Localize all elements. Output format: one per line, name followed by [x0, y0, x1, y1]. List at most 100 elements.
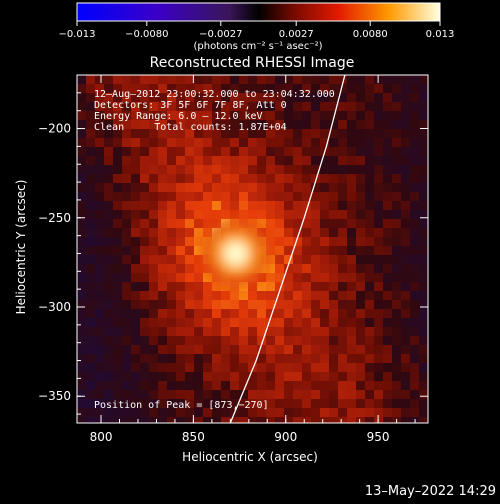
heatmap-cell — [221, 363, 230, 372]
heatmap-cell — [149, 111, 158, 120]
heatmap-cell — [203, 291, 212, 300]
heatmap-cell — [140, 282, 149, 291]
heatmap-cell — [266, 201, 275, 210]
heatmap-cell — [338, 210, 347, 219]
heatmap-cell — [374, 219, 383, 228]
heatmap-cell — [239, 120, 248, 129]
heatmap-cell — [329, 255, 338, 264]
heatmap-cell — [275, 408, 284, 417]
heatmap-cell — [122, 237, 131, 246]
heatmap-cell — [104, 156, 113, 165]
heatmap-cell — [257, 111, 266, 120]
heatmap-cell — [329, 273, 338, 282]
heatmap-cell — [104, 300, 113, 309]
heatmap-cell — [176, 138, 185, 147]
heatmap-cell — [383, 318, 392, 327]
heatmap-cell — [77, 354, 86, 363]
heatmap-cell — [158, 102, 167, 111]
heatmap-cell — [383, 165, 392, 174]
heatmap-cell — [185, 156, 194, 165]
heatmap-cell — [284, 183, 293, 192]
heatmap-cell — [149, 201, 158, 210]
heatmap-cell — [302, 138, 311, 147]
heatmap-cell — [338, 345, 347, 354]
heatmap-cell — [221, 336, 230, 345]
heatmap-cell — [329, 84, 338, 93]
heatmap-cell — [293, 336, 302, 345]
heatmap-cell — [401, 219, 410, 228]
heatmap-cell — [203, 219, 212, 228]
heatmap-cell — [158, 129, 167, 138]
heatmap-cell — [275, 219, 284, 228]
heatmap-cell — [284, 192, 293, 201]
heatmap-cell — [167, 129, 176, 138]
heatmap-cell — [248, 75, 257, 84]
heatmap-cell — [347, 120, 356, 129]
heatmap-cell — [86, 318, 95, 327]
heatmap-cell — [329, 300, 338, 309]
heatmap-cell — [77, 408, 86, 417]
heatmap-cell — [401, 300, 410, 309]
heatmap-cell — [302, 165, 311, 174]
heatmap-cell — [293, 138, 302, 147]
heatmap-cell — [230, 390, 239, 399]
heatmap-cell — [167, 345, 176, 354]
heatmap-cell — [131, 282, 140, 291]
heatmap-cell — [266, 246, 275, 255]
heatmap-cell — [176, 336, 185, 345]
heatmap-cell — [311, 228, 320, 237]
heatmap-cell — [176, 327, 185, 336]
heatmap-cell — [329, 183, 338, 192]
heatmap-cell — [140, 336, 149, 345]
heatmap-cell — [293, 291, 302, 300]
heatmap-cell — [284, 165, 293, 174]
heatmap-cell — [419, 309, 428, 318]
heatmap-cell — [383, 354, 392, 363]
heatmap-cell — [113, 156, 122, 165]
heatmap-cell — [275, 372, 284, 381]
heatmap-cell — [302, 147, 311, 156]
heatmap-cell — [266, 129, 275, 138]
heatmap-cell — [338, 291, 347, 300]
heatmap-cell — [176, 102, 185, 111]
heatmap-cell — [248, 192, 257, 201]
heatmap-cell — [365, 309, 374, 318]
heatmap-cell — [356, 201, 365, 210]
heatmap-cell — [293, 174, 302, 183]
heatmap-cell — [302, 309, 311, 318]
heatmap-cell — [338, 237, 347, 246]
heatmap-cell — [365, 165, 374, 174]
heatmap-cell — [320, 228, 329, 237]
heatmap-cell — [95, 120, 104, 129]
heatmap-cell — [113, 201, 122, 210]
heatmap-cell — [347, 228, 356, 237]
heatmap-cell — [131, 138, 140, 147]
heatmap-cell — [167, 192, 176, 201]
heatmap-cell — [302, 282, 311, 291]
heatmap-cell — [266, 156, 275, 165]
heatmap-cell — [185, 309, 194, 318]
heatmap-cell — [311, 363, 320, 372]
heatmap-cell — [140, 255, 149, 264]
heatmap-cell — [320, 399, 329, 408]
heatmap-cell — [203, 390, 212, 399]
heatmap-cell — [158, 165, 167, 174]
heatmap-cell — [266, 93, 275, 102]
heatmap-cell — [194, 345, 203, 354]
heatmap-cell — [122, 138, 131, 147]
heatmap-cell — [140, 156, 149, 165]
heatmap-cell — [293, 372, 302, 381]
heatmap-cell — [149, 156, 158, 165]
heatmap-cell — [230, 318, 239, 327]
heatmap-cell — [140, 111, 149, 120]
heatmap-cell — [122, 111, 131, 120]
heatmap-cell — [158, 228, 167, 237]
heatmap-cell — [338, 390, 347, 399]
heatmap-cell — [86, 210, 95, 219]
heatmap-cell — [122, 228, 131, 237]
heatmap-cell — [149, 255, 158, 264]
heatmap-cell — [95, 318, 104, 327]
heatmap-cell — [374, 246, 383, 255]
heatmap-cell — [347, 156, 356, 165]
heatmap-cell — [293, 210, 302, 219]
